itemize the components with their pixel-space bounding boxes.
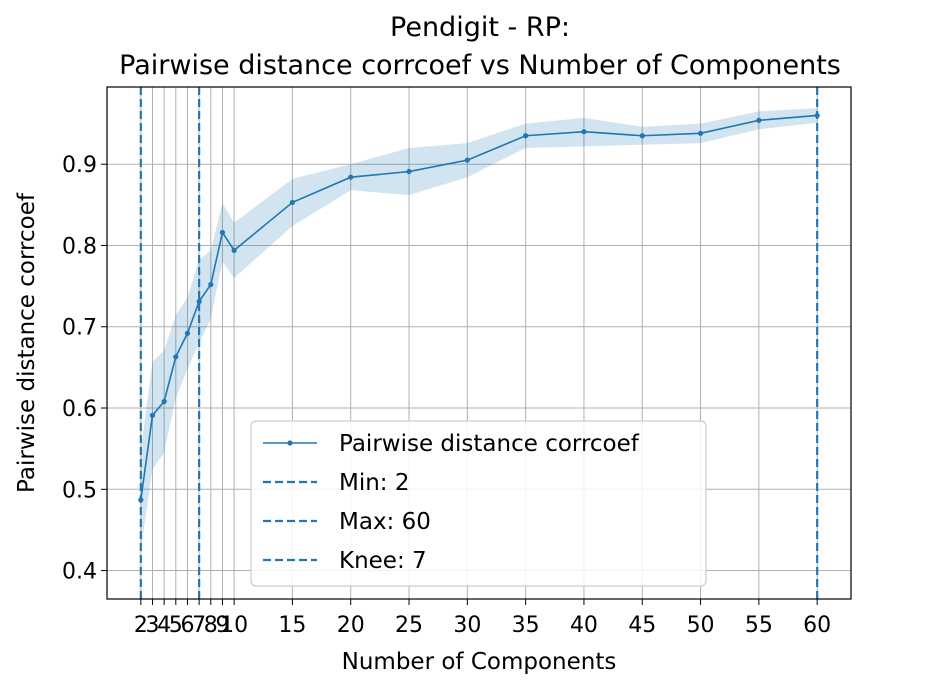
y-tick-label: 0.5 (62, 478, 97, 503)
x-tick-label: 55 (745, 613, 773, 638)
legend-label: Min: 2 (339, 470, 410, 496)
chart-title-line1: Pendigit - RP: (390, 12, 570, 43)
data-point (219, 229, 226, 236)
data-point (464, 157, 470, 163)
data-point (208, 281, 214, 288)
data-point (639, 133, 645, 139)
data-point (523, 133, 529, 139)
x-tick-label: 15 (278, 613, 306, 638)
data-point (231, 247, 237, 253)
x-tick-label: 7 (192, 613, 206, 638)
x-tick-label: 50 (687, 613, 715, 638)
data-point (161, 398, 167, 405)
data-point (149, 412, 156, 418)
legend-label: Knee: 7 (339, 548, 427, 574)
y-axis-label: Pairwise distance corrcoef (14, 192, 40, 493)
x-tick-label: 10 (220, 613, 248, 638)
y-tick-label: 0.9 (62, 153, 97, 178)
plot-frame (106, 86, 852, 600)
y-axis-ticks: 0.4 0.5 0.6 0.7 0.8 0.9 (62, 153, 107, 585)
x-tick-label: 20 (337, 613, 365, 638)
legend: Pairwise distance corrcoef Min: 2 Max: 60 K… (250, 420, 707, 587)
x-tick-label: 6 (180, 613, 194, 638)
series (138, 112, 820, 503)
legend-box (250, 420, 707, 587)
x-tick-label: 9 (215, 613, 229, 638)
x-axis-label: Number of Components (342, 649, 617, 675)
x-tick-label: 4 (157, 613, 171, 638)
x-tick-label: 2 (134, 613, 148, 638)
data-point (348, 174, 354, 180)
y-tick-label: 0.6 (62, 397, 97, 422)
data-point (756, 117, 762, 123)
y-tick-label: 0.4 (62, 560, 97, 585)
legend-label: Max: 60 (339, 509, 431, 535)
x-tick-label: 60 (803, 613, 831, 638)
y-tick-label: 0.8 (62, 234, 97, 259)
x-tick-label: 30 (453, 613, 481, 638)
x-tick-label: 40 (570, 613, 598, 638)
x-tick-label: 3 (145, 613, 159, 638)
x-tick-label: 25 (395, 613, 423, 638)
data-point (406, 168, 412, 175)
chart-title-line2: Pairwise distance corrcoef vs Number of … (119, 50, 841, 81)
data-point (814, 112, 820, 119)
y-tick-label: 0.7 (62, 316, 97, 341)
data-point (697, 130, 704, 136)
x-tick-label: 8 (204, 613, 218, 638)
data-point (184, 330, 191, 336)
data-point (138, 497, 144, 503)
reference-lines (139, 87, 819, 599)
x-tick-label: 35 (512, 613, 540, 638)
data-point (581, 129, 587, 135)
legend-swatch-marker (287, 440, 293, 446)
x-tick-label: 5 (169, 613, 183, 638)
data-point (196, 298, 202, 305)
legend-label: Pairwise distance corrcoef (339, 431, 640, 457)
data-point (289, 199, 296, 206)
data-point (173, 354, 179, 360)
x-tick-label: 45 (628, 613, 656, 638)
